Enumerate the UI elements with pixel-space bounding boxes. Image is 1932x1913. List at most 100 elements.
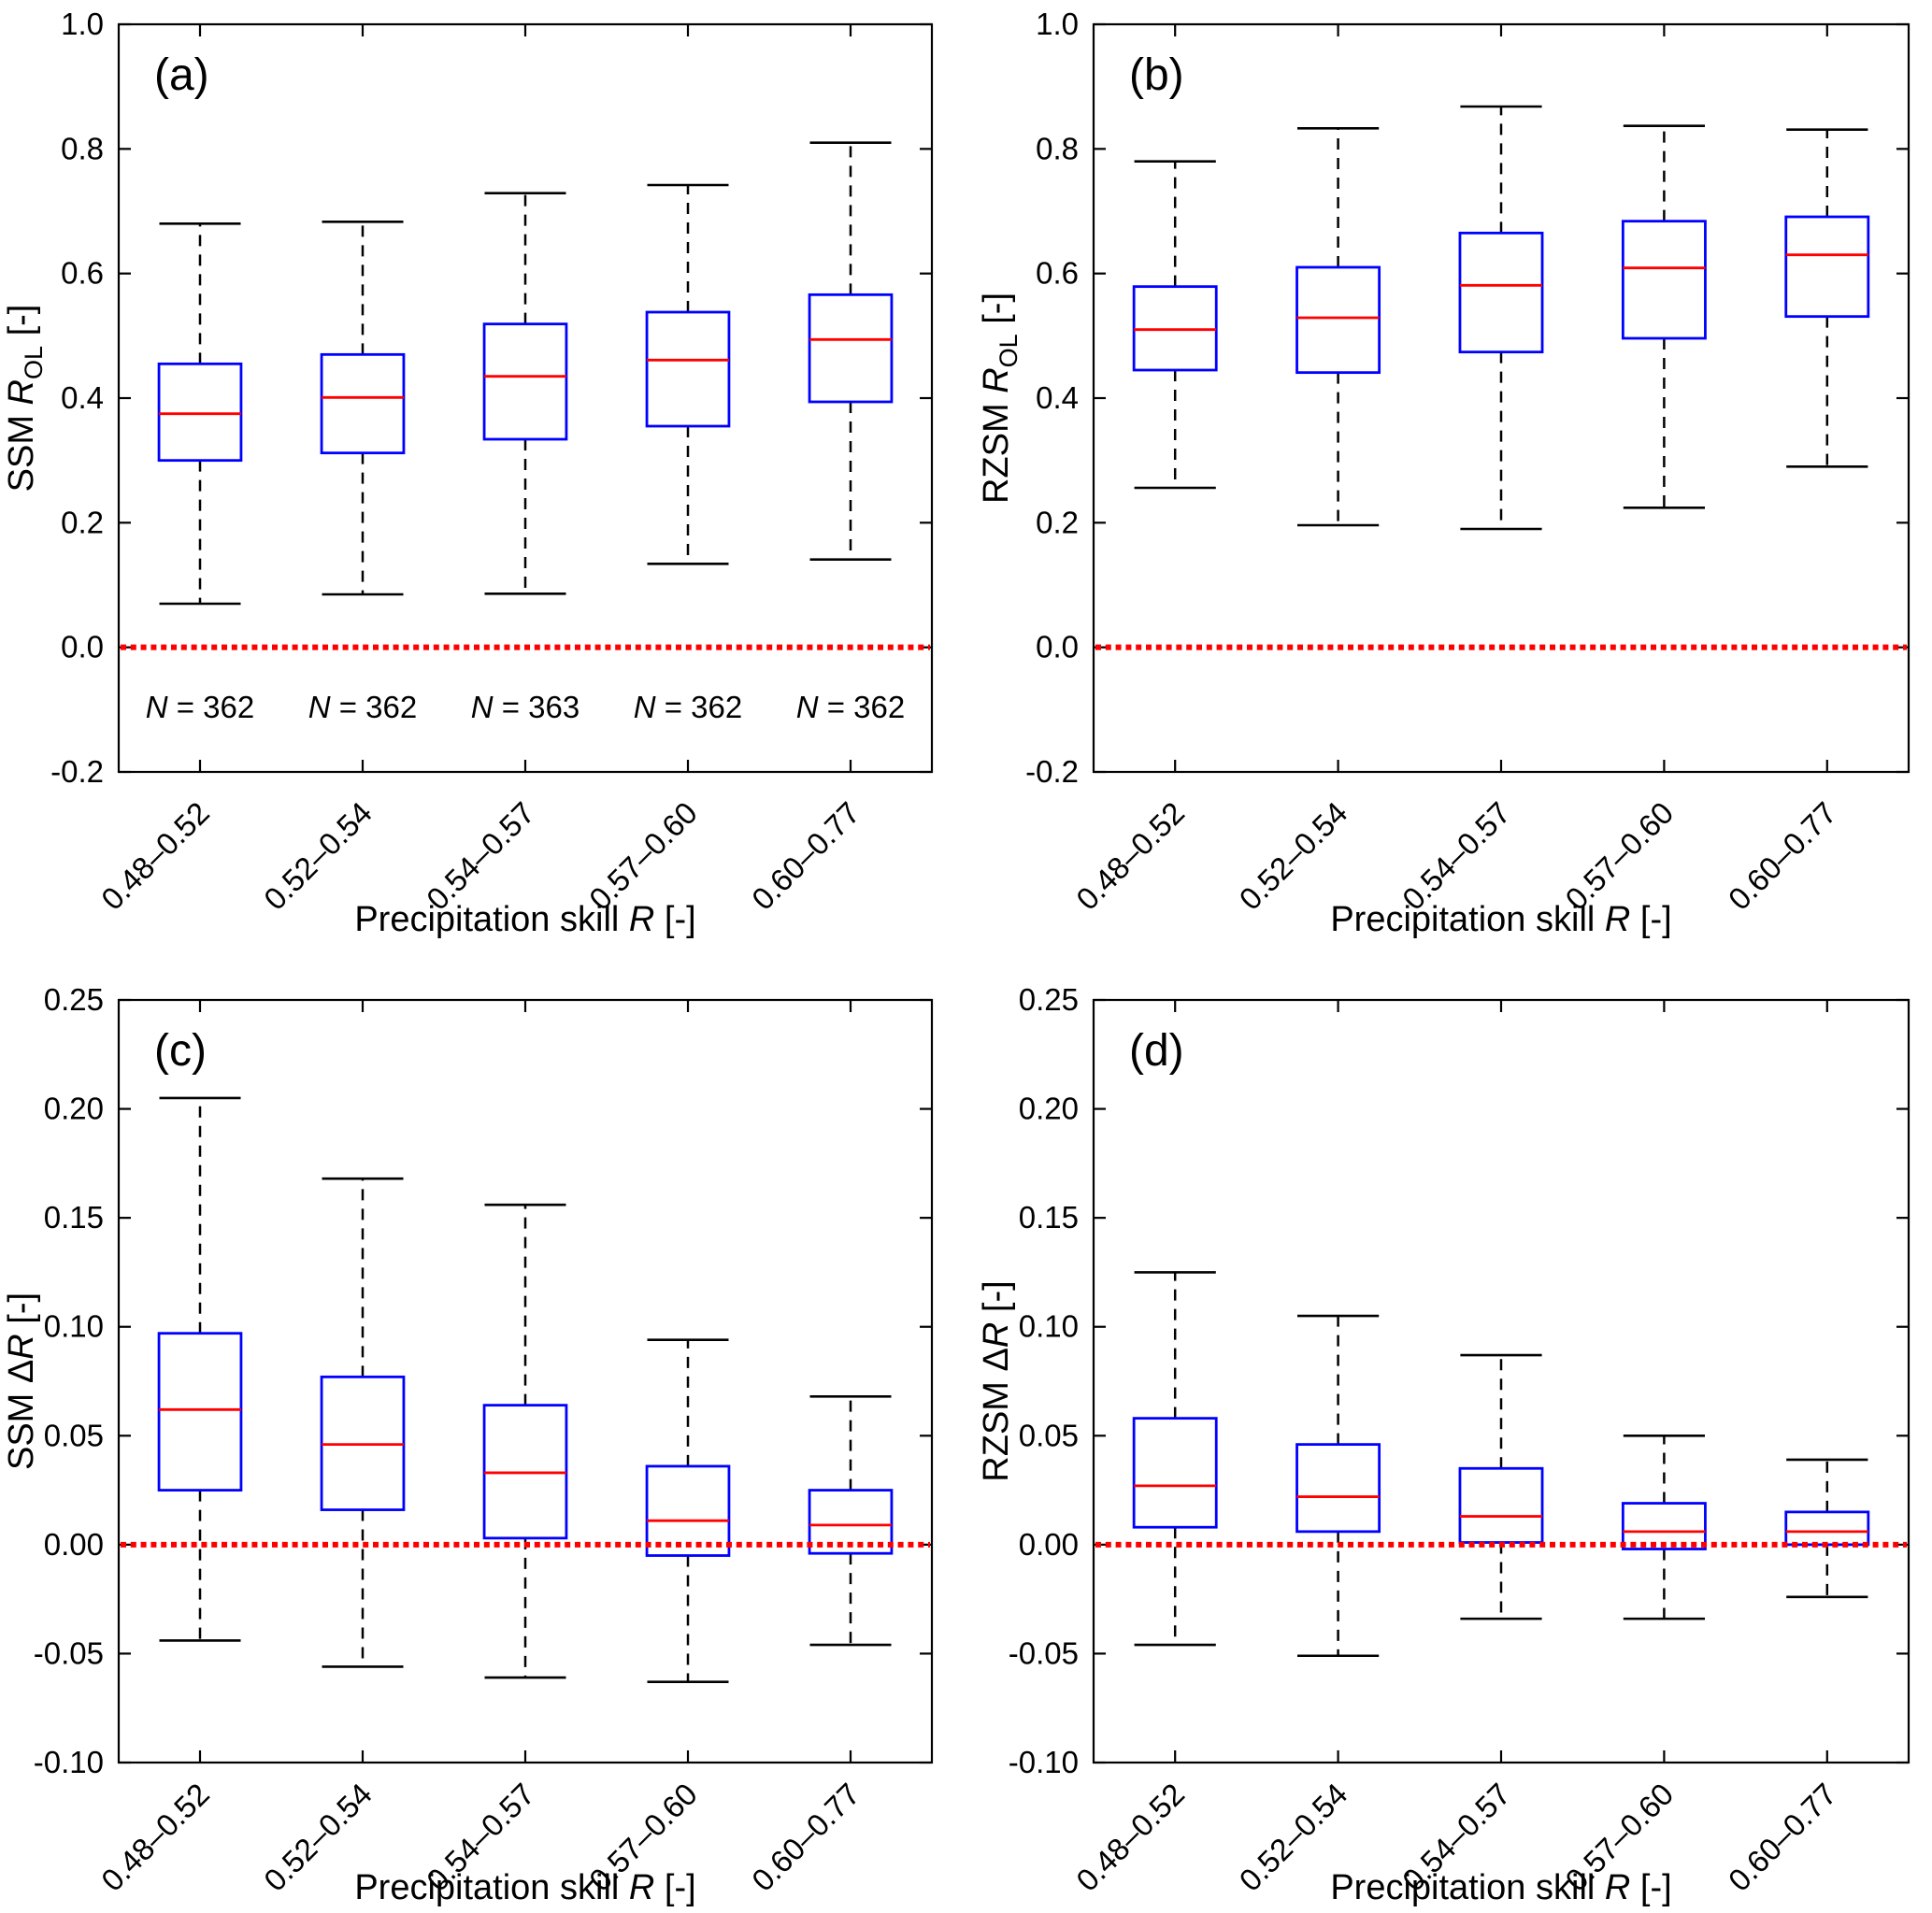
y-tick-label: 0.2 — [61, 505, 104, 539]
sample-size-label: N = 362 — [796, 690, 906, 724]
boxplot-group — [645, 1338, 731, 1684]
x-tick-label: 0.52–0.54 — [1233, 795, 1354, 917]
x-tick-label: 0.48–0.52 — [94, 795, 216, 917]
boxplot-group — [1784, 128, 1870, 468]
y-tick-label: 0.6 — [1036, 256, 1079, 291]
x-axis-label: Precipitation skill R [-] — [354, 900, 695, 939]
y-tick-label: 0.10 — [1019, 1309, 1079, 1344]
sample-size-label: N = 363 — [471, 690, 580, 724]
y-tick-label: 0.00 — [1019, 1527, 1079, 1562]
box-rect — [1458, 1466, 1544, 1544]
sample-size-label: N = 362 — [634, 690, 743, 724]
box-rect — [1132, 1417, 1218, 1529]
y-tick-label: 0.2 — [1036, 505, 1079, 539]
boxplot-group — [1132, 160, 1218, 490]
box-rect — [645, 310, 731, 428]
box-rect — [645, 1464, 731, 1557]
boxplot-group — [1132, 1271, 1218, 1647]
y-axis-label: RZSM ΔR [-] — [977, 1280, 1016, 1481]
y-tick-label: 0.6 — [61, 256, 104, 291]
y-tick-label: 0.4 — [1036, 380, 1079, 415]
sample-size-label: N = 362 — [146, 690, 255, 724]
box-rect — [482, 322, 568, 441]
box-rect — [1621, 1502, 1707, 1550]
panel-letter: (a) — [154, 50, 209, 100]
y-tick-label: 0.8 — [1036, 131, 1079, 165]
x-tick-label: 0.48–0.52 — [94, 1777, 216, 1898]
boxplot-group — [320, 1177, 406, 1668]
x-tick-label: 0.60–0.77 — [745, 795, 866, 917]
boxplot-group — [157, 1096, 243, 1642]
boxplot-group — [1458, 1353, 1544, 1620]
y-tick-label: 0.15 — [1019, 1200, 1079, 1235]
y-tick-label: -0.05 — [1009, 1635, 1079, 1670]
y-tick-label: 1.0 — [61, 7, 104, 41]
x-tick-label: 0.60–0.77 — [1722, 1777, 1843, 1898]
panel-letter: (b) — [1129, 50, 1184, 100]
panel-c-chart: 0.25 0.20 0.15 0.10 0.05 0.00 -0.05 -0.100.48–0… — [2, 982, 934, 1907]
boxplot-group — [157, 222, 243, 606]
panel-d-chart: 0.25 0.20 0.15 0.10 0.05 0.00 -0.05 -0.100.48–0… — [977, 982, 1911, 1907]
y-tick-label: -0.05 — [34, 1635, 104, 1670]
y-tick-label: 0.25 — [44, 982, 104, 1017]
y-tick-label: 0.0 — [1036, 630, 1079, 664]
panel-letter: (d) — [1129, 1026, 1184, 1076]
boxplot-group — [320, 221, 406, 596]
boxplot-group — [1458, 105, 1544, 531]
x-tick-label: 0.48–0.52 — [1069, 1777, 1191, 1898]
y-axis-label: SSM ΔR [-] — [2, 1292, 41, 1470]
y-tick-label: 0.00 — [44, 1527, 104, 1562]
box-rect — [1295, 1443, 1381, 1534]
box-rect — [1295, 265, 1381, 375]
boxplot-group — [482, 1203, 568, 1679]
box-rect — [1621, 220, 1707, 340]
y-tick-label: 0.8 — [61, 131, 104, 165]
y-tick-label: 0.25 — [1019, 982, 1079, 1017]
boxplot-group — [808, 1395, 894, 1647]
box-rect — [808, 293, 894, 404]
y-tick-label: 0.05 — [1019, 1418, 1079, 1452]
x-tick-label: 0.57–0.60 — [1558, 795, 1680, 917]
boxplot-group — [645, 183, 731, 565]
box-rect — [320, 352, 406, 455]
y-tick-label: 0.0 — [61, 630, 104, 664]
boxplot-group — [1621, 124, 1707, 509]
box-rect — [157, 1332, 243, 1492]
y-tick-label: 0.20 — [44, 1092, 104, 1126]
boxplot-group — [1621, 1434, 1707, 1620]
x-tick-label: 0.54–0.57 — [1395, 795, 1517, 917]
x-tick-label: 0.48–0.52 — [1069, 795, 1191, 917]
box-rect — [157, 362, 243, 463]
y-tick-label: -0.2 — [50, 754, 104, 789]
boxplot-group — [1784, 1458, 1870, 1599]
y-tick-label: 0.20 — [1019, 1092, 1079, 1126]
sample-size-label: N = 362 — [308, 690, 418, 724]
y-tick-label: -0.2 — [1025, 754, 1079, 789]
y-axis-label: RZSM ROL [-] — [977, 293, 1023, 504]
panel-a-chart: 1.0 0.8 0.6 0.4 0.2 0.0 -0.2 0.48–0.52 0.52–0.54… — [2, 7, 934, 939]
boxplot-group — [482, 192, 568, 595]
box-rect — [1784, 1510, 1870, 1547]
x-tick-label: 0.57–0.60 — [582, 795, 704, 917]
panel-letter: (c) — [154, 1026, 207, 1076]
y-tick-label: -0.10 — [34, 1745, 104, 1779]
x-tick-label: 0.54–0.57 — [420, 795, 541, 917]
x-axis-label: Precipitation skill R [-] — [354, 1868, 695, 1907]
x-axis-label: Precipitation skill R [-] — [1330, 900, 1671, 939]
boxplot-group — [1295, 127, 1381, 527]
y-tick-label: -0.10 — [1009, 1745, 1079, 1779]
x-tick-label: 0.52–0.54 — [257, 795, 379, 917]
box-rect — [1784, 215, 1870, 319]
x-axis-label: Precipitation skill R [-] — [1330, 1868, 1671, 1907]
boxplot-group — [808, 141, 894, 561]
panel-b-chart: 1.0 0.8 0.6 0.4 0.2 0.0 -0.2 0.48–0.52 0.52–0.54… — [977, 7, 1911, 939]
boxplot-group — [1295, 1314, 1381, 1658]
y-tick-label: 0.15 — [44, 1200, 104, 1235]
box-rect — [1458, 231, 1544, 354]
y-tick-label: 0.4 — [61, 380, 104, 415]
x-tick-label: 0.60–0.77 — [1722, 795, 1843, 917]
y-tick-label: 0.10 — [44, 1309, 104, 1344]
x-tick-label: 0.60–0.77 — [745, 1777, 866, 1898]
y-tick-label: 0.05 — [44, 1418, 104, 1452]
